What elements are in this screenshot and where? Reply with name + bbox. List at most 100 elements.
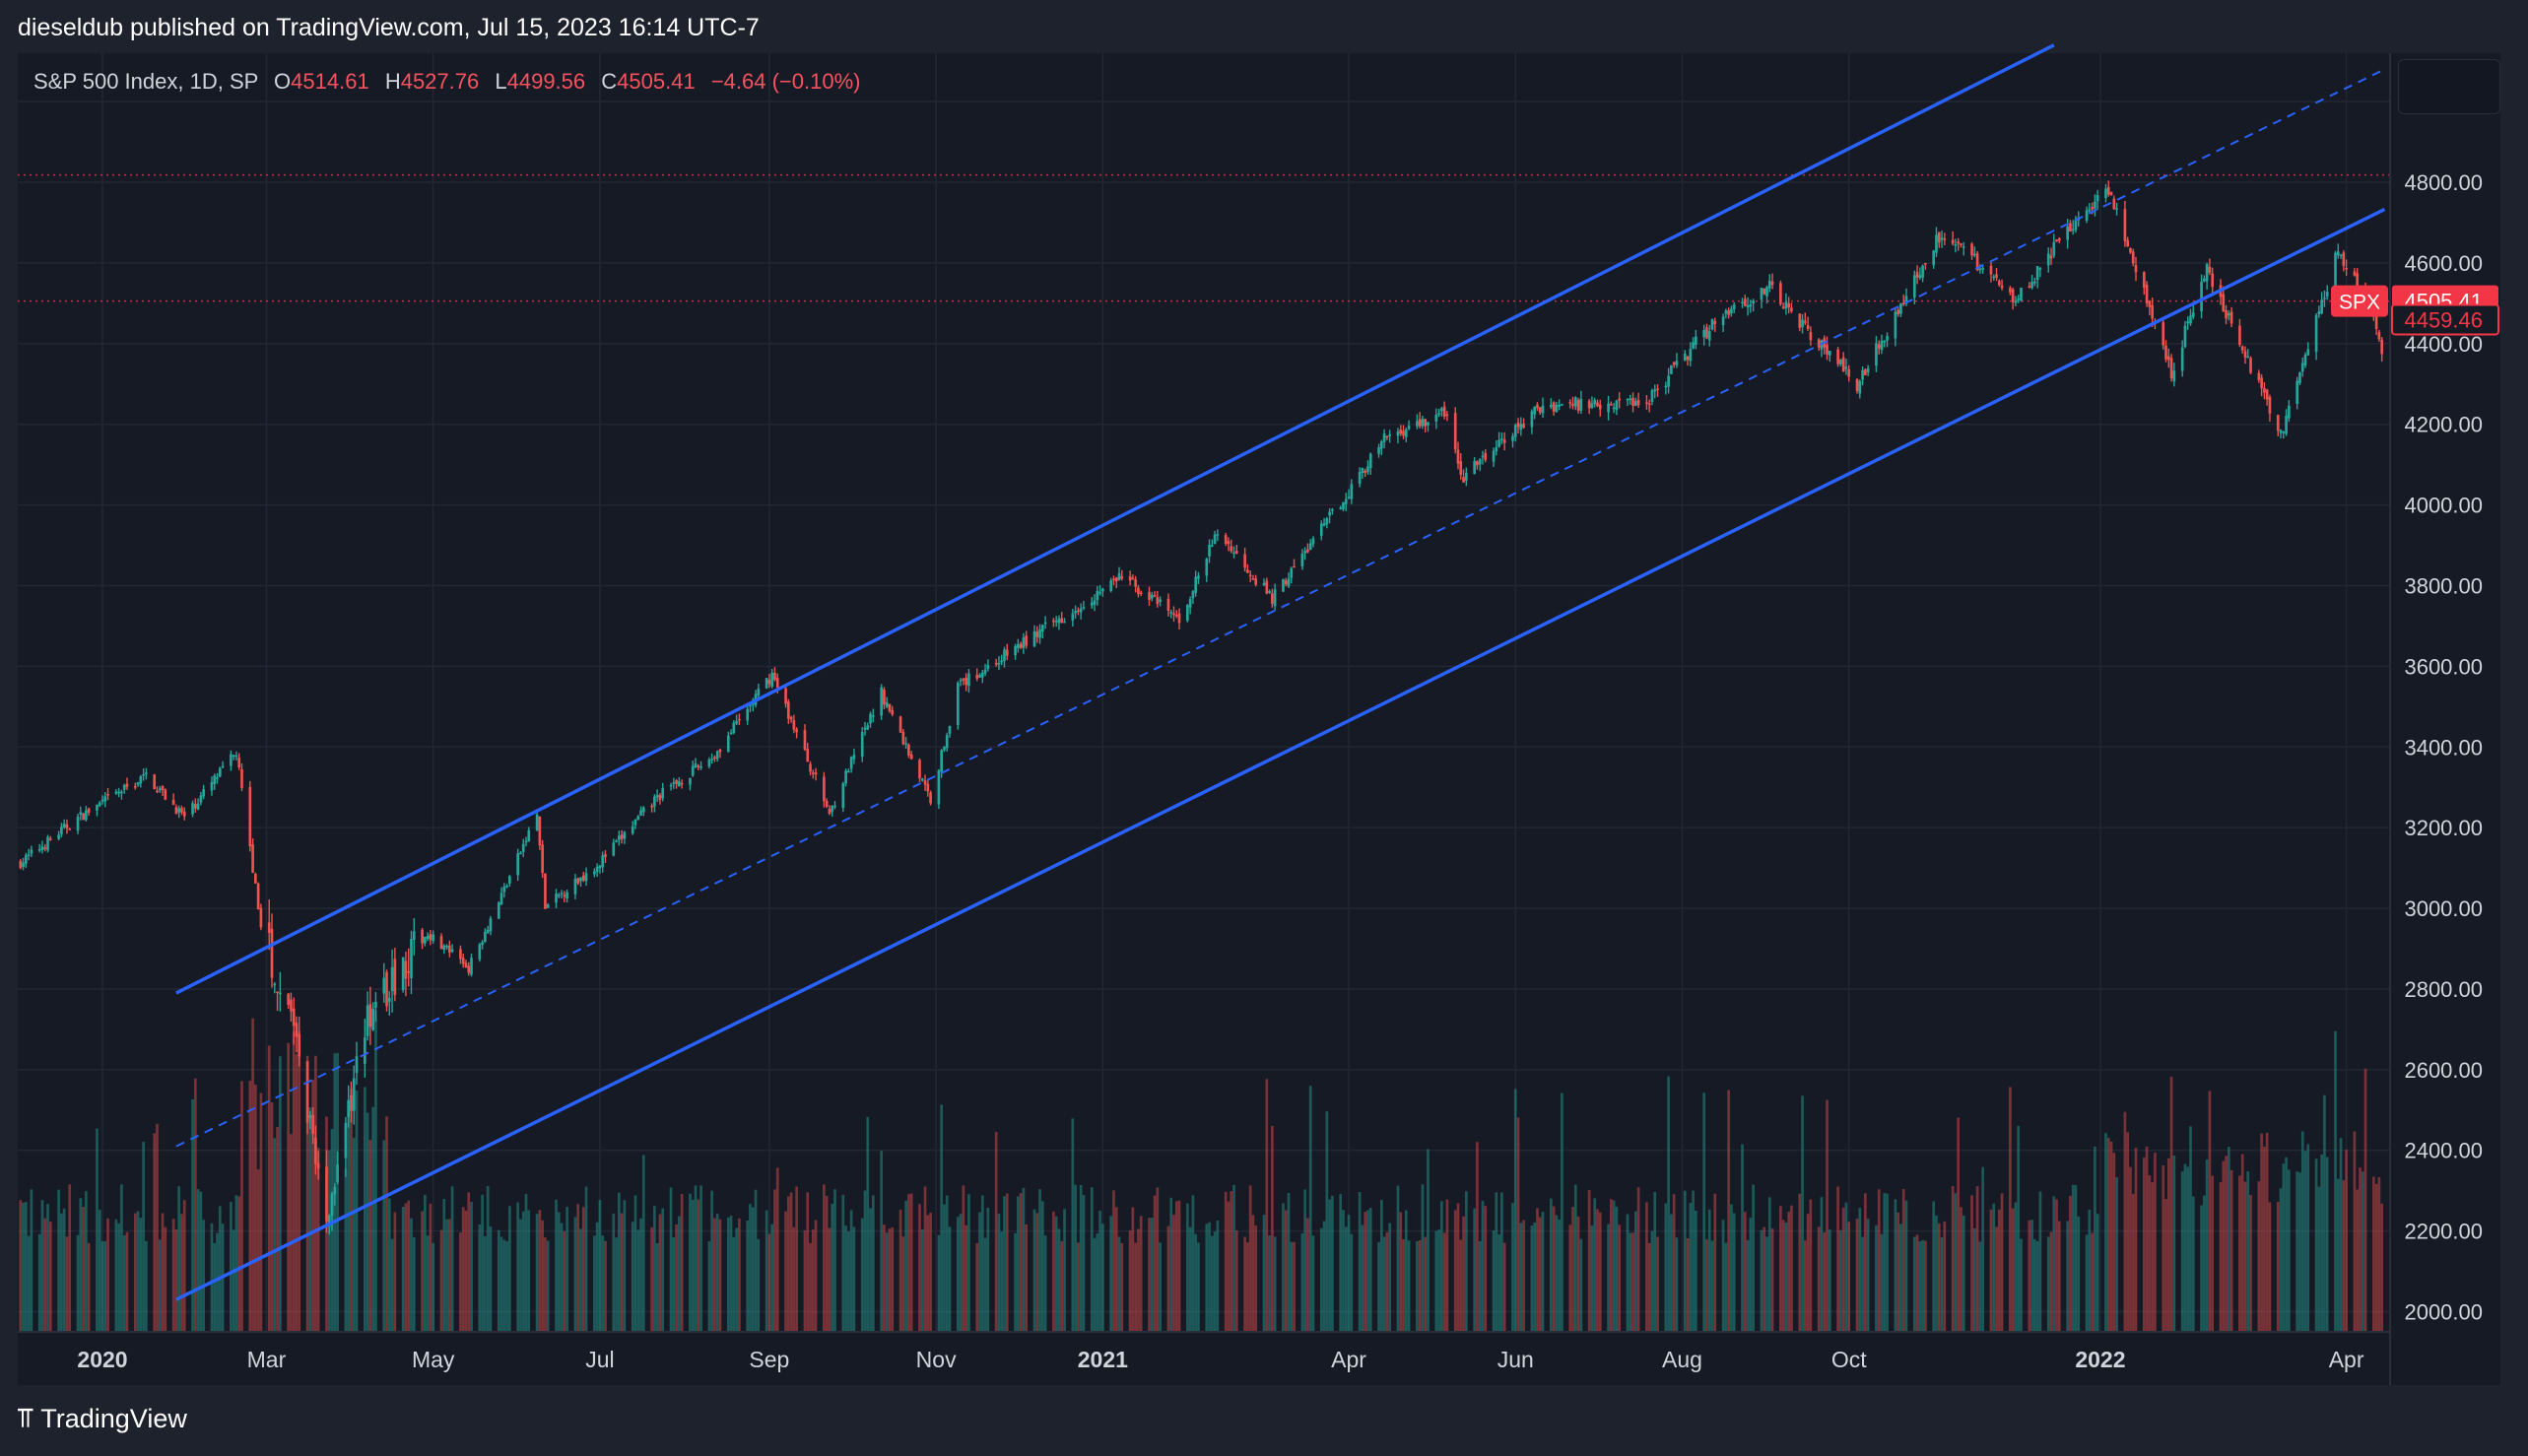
volume-bar [2276, 1202, 2280, 1332]
candle-body [2260, 377, 2263, 389]
volume-bar [1670, 1214, 1673, 1332]
candle-body [2240, 346, 2244, 351]
volume-bar [2134, 1148, 2138, 1332]
price-tick-label: 4600.00 [2404, 251, 2483, 276]
candle-body [527, 829, 531, 842]
candle-body [68, 828, 72, 830]
candle-body [926, 783, 930, 792]
price-axis[interactable]: 2000.00 2200.00 2400.00 2600.00 2800.00 3000.… [2389, 53, 2500, 1385]
volume-bar [2323, 1094, 2326, 1332]
candle-body [2172, 370, 2176, 382]
volume-bar [1502, 1242, 1506, 1332]
volume-bar [1440, 1201, 1443, 1332]
candle-body [2046, 253, 2050, 266]
candle-body [2129, 247, 2132, 253]
volume-bar [1484, 1206, 1488, 1332]
volume-bar [726, 1217, 730, 1332]
volume-bar [1645, 1202, 1648, 1332]
volume-bar [363, 1087, 366, 1332]
candle-body [1686, 357, 1690, 361]
candle-body [593, 871, 596, 875]
volume-bar [1743, 1212, 1747, 1332]
volume-bar [1590, 1225, 1594, 1332]
candle-body [1290, 567, 1294, 578]
volume-bar [2091, 1232, 2094, 1332]
volume-bar [407, 1200, 411, 1332]
candle-body [1407, 426, 1411, 430]
volume-bar [1153, 1195, 1157, 1332]
candle-body [2131, 251, 2135, 264]
volume-bar [1197, 1242, 1200, 1332]
tradingview-logo[interactable]: ⫪ TradingView [18, 1403, 187, 1434]
candle-body [248, 786, 252, 847]
volume-bar [136, 1211, 140, 1332]
candle-body [103, 796, 107, 802]
volume-bar [1741, 1144, 1744, 1332]
volume-bar [1282, 1203, 1285, 1332]
volume-bar [1844, 1202, 1848, 1332]
candle-body [404, 960, 408, 979]
grid-lines [18, 53, 2390, 1332]
candle-body [729, 732, 733, 735]
volume-bar [1361, 1224, 1364, 1332]
candle-body [350, 1094, 353, 1111]
candle-body [213, 775, 217, 784]
volume-bar [814, 1220, 818, 1332]
candle-body [1186, 605, 1189, 622]
candle-body [1404, 429, 1408, 437]
time-axis[interactable]: 2020 Mar May Jul Sep Nov 2021 Apr Jun Aug Oct 2022 A… [18, 1331, 2390, 1372]
scale-settings-button[interactable] [2398, 59, 2500, 114]
volume-bar [1650, 1230, 1654, 1332]
candle-body [2109, 191, 2113, 196]
time-tick-label: 2021 [1078, 1347, 1128, 1372]
volume-bar [2046, 1236, 2050, 1332]
candle-body [470, 958, 473, 975]
volume-bar [2229, 1169, 2233, 1332]
price-tick-label: 3600.00 [2404, 654, 2483, 679]
chart-area[interactable] [18, 53, 2500, 1385]
candle-body [1347, 496, 1351, 498]
volume-bar [1541, 1212, 1545, 1332]
volume-bar [2052, 1196, 2056, 1332]
candle-body [445, 946, 448, 948]
volume-bar [1325, 1111, 1329, 1332]
candle-body [1262, 582, 1266, 586]
candle-body [467, 965, 471, 973]
candle-body [1322, 523, 1326, 526]
candle-body [221, 765, 225, 768]
candle-body [1054, 621, 1058, 623]
volume-bar [1631, 1232, 1634, 1332]
volume-bar [248, 1081, 252, 1332]
candle-body [1790, 307, 1793, 311]
volume-bar [2372, 1176, 2375, 1332]
legend-low-label: L [495, 69, 507, 94]
volume-bar [1636, 1187, 1640, 1332]
candle-body [1358, 471, 1362, 485]
candle-body [1052, 620, 1055, 623]
volume-bar [216, 1232, 219, 1332]
volume-bar [1752, 1184, 1755, 1332]
candle-body [136, 782, 140, 785]
candle-body [770, 672, 774, 688]
volume-bar [1271, 1125, 1274, 1332]
volume-bar [1904, 1200, 1908, 1332]
price-tick-label: 2200.00 [2404, 1220, 2483, 1244]
candle-body [617, 835, 621, 840]
volume-bar [79, 1198, 83, 1332]
volume-bar [713, 1218, 716, 1332]
candle-body [2353, 271, 2357, 276]
volume-bar [560, 1223, 564, 1332]
price-tick-label: 3800.00 [2404, 573, 2483, 598]
volume-bar [1098, 1210, 1101, 1332]
candle-body [986, 664, 990, 670]
candle-body [2014, 300, 2018, 303]
candle-body [675, 779, 678, 784]
candle-body [1366, 466, 1369, 473]
regression-channel[interactable] [175, 43, 2386, 1301]
volume-bar [2112, 1153, 2116, 1332]
volume-bar [1174, 1201, 1178, 1332]
candle-body [333, 1187, 337, 1195]
volume-bar [1730, 1204, 1733, 1332]
volume-bar [2066, 1221, 2069, 1332]
